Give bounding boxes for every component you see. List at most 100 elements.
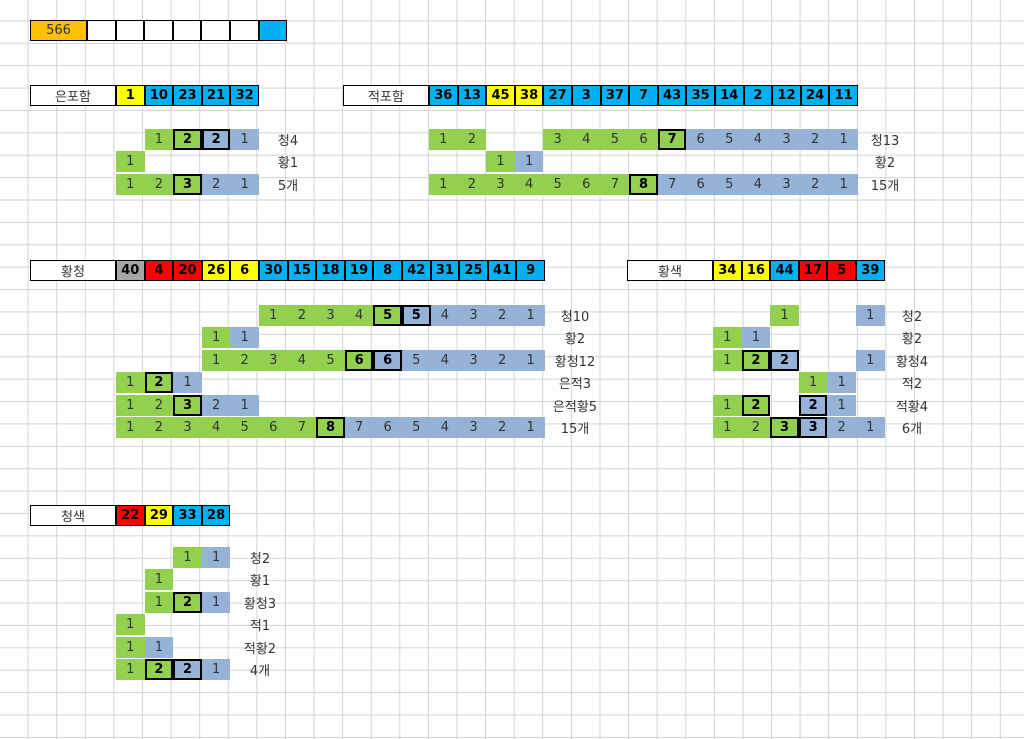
hwangcheong-count-cell[interactable]: 1 [201,327,231,349]
eunpoham-number[interactable]: 21 [201,85,231,106]
hwangsaek-count-cell[interactable]: 1 [713,349,742,371]
hwangsaek-row-label[interactable]: 황2 [901,332,923,348]
jeokpoham-number[interactable]: 35 [686,85,715,106]
jeokpoham-count-cell[interactable]: 1 [429,173,458,195]
hwangcheong-count-cell[interactable]: 5 [402,305,431,326]
hwangsaek-count-cell[interactable]: 2 [798,394,828,416]
jeokpoham-count-cell[interactable]: 2 [457,129,487,150]
eunpoham-title[interactable]: 은포함 [30,85,116,106]
cheongsaek-row-label[interactable]: 적1 [249,619,271,635]
hwangsaek-count-cell[interactable]: 1 [713,327,742,349]
cheongsaek-count-cell[interactable]: 1 [144,636,174,658]
jeokpoham-count-cell[interactable]: 7 [657,173,687,195]
jeokpoham-count-cell[interactable]: 6 [686,129,715,150]
cheongsaek-row-label[interactable]: 황1 [249,574,271,590]
jeokpoham-number[interactable]: 27 [543,85,572,106]
cheongsaek-count-cell[interactable]: 1 [116,636,145,658]
cheongsaek-count-cell[interactable]: 1 [144,591,174,613]
jeokpoham-count-cell[interactable]: 1 [486,151,515,173]
jeokpoham-count-cell[interactable]: 1 [429,129,458,150]
hwangsaek-row-label[interactable]: 황청4 [895,354,929,370]
jeokpoham-count-cell[interactable]: 3 [772,173,801,195]
hwangcheong-count-cell[interactable]: 5 [402,417,431,438]
jeokpoham-number[interactable]: 38 [514,85,544,106]
hwangcheong-count-cell[interactable]: 6 [344,349,374,371]
hwangsaek-count-cell[interactable]: 1 [856,349,885,371]
hwangcheong-count-cell[interactable]: 5 [373,305,402,326]
hwangcheong-count-cell[interactable]: 4 [201,417,231,438]
hwangsaek-count-cell[interactable]: 1 [827,394,856,416]
jeokpoham-count-cell[interactable]: 6 [629,129,658,150]
hwangcheong-count-cell[interactable]: 5 [230,417,259,438]
jeokpoham-number[interactable]: 14 [715,85,744,106]
hwangcheong-row-label[interactable]: 청10 [560,310,590,325]
hwangcheong-count-cell[interactable]: 1 [116,394,145,416]
hwangcheong-count-cell[interactable]: 3 [259,349,288,371]
jeokpoham-count-cell[interactable]: 5 [600,129,630,150]
jeokpoham-number[interactable]: 37 [600,85,630,106]
hwangcheong-number[interactable]: 6 [230,260,259,281]
jeokpoham-count-cell[interactable]: 5 [543,173,572,195]
jeokpoham-count-cell[interactable]: 4 [514,173,544,195]
hwangcheong-count-cell[interactable]: 2 [487,305,517,326]
hwangcheong-count-cell[interactable]: 2 [230,349,259,371]
hwangsaek-row-label[interactable]: 6개 [901,422,923,437]
jeokpoham-count-cell[interactable]: 6 [686,173,715,195]
hwangcheong-count-cell[interactable]: 4 [430,417,460,438]
jeokpoham-row-label[interactable]: 15개 [870,178,900,194]
hwangsaek-count-cell[interactable]: 1 [856,305,885,326]
hwangcheong-number[interactable]: 26 [201,260,231,281]
hwangcheong-count-cell[interactable]: 1 [259,305,288,326]
jeokpoham-count-cell[interactable]: 4 [743,129,773,150]
cheongsaek-number[interactable]: 33 [173,505,202,526]
jeokpoham-count-cell[interactable]: 3 [543,129,572,150]
top-cell[interactable] [258,20,288,41]
eunpoham-row-label[interactable]: 청4 [277,134,299,149]
hwangsaek-title[interactable]: 황색 [627,260,713,281]
jeokpoham-count-cell[interactable]: 7 [657,129,687,150]
hwangsaek-count-cell[interactable]: 2 [770,349,799,371]
hwangcheong-count-cell[interactable]: 3 [316,305,345,326]
jeokpoham-title[interactable]: 적포함 [343,85,429,106]
eunpoham-number[interactable]: 23 [173,85,202,106]
jeokpoham-count-cell[interactable]: 3 [772,129,801,150]
hwangcheong-number[interactable]: 15 [287,260,317,281]
hwangcheong-number[interactable]: 9 [516,260,545,281]
jeokpoham-number[interactable]: 12 [772,85,801,106]
hwangcheong-count-cell[interactable]: 5 [402,349,431,371]
jeokpoham-count-cell[interactable]: 5 [715,173,744,195]
eunpoham-count-cell[interactable]: 2 [173,129,202,150]
jeokpoham-number[interactable]: 3 [572,85,601,106]
top-cell[interactable] [201,20,230,41]
eunpoham-count-cell[interactable]: 1 [230,173,259,195]
cheongsaek-count-cell[interactable]: 1 [116,659,145,680]
hwangcheong-count-cell[interactable]: 3 [173,417,202,438]
cheongsaek-number[interactable]: 29 [144,505,174,526]
hwangsaek-number[interactable]: 44 [770,260,799,281]
hwangcheong-count-cell[interactable]: 2 [144,372,174,394]
hwangsaek-number[interactable]: 17 [798,260,828,281]
jeokpoham-row-label[interactable]: 청13 [870,134,900,149]
jeokpoham-count-cell[interactable]: 1 [829,173,858,195]
cheongsaek-count-cell[interactable]: 1 [201,659,231,680]
hwangcheong-count-cell[interactable]: 1 [516,417,545,438]
cheongsaek-row-label[interactable]: 적황2 [243,641,277,657]
hwangcheong-count-cell[interactable]: 4 [430,349,460,371]
hwangsaek-count-cell[interactable]: 1 [713,417,742,438]
hwangcheong-number[interactable]: 18 [316,260,345,281]
hwangcheong-number[interactable]: 25 [459,260,488,281]
jeokpoham-number[interactable]: 36 [429,85,458,106]
cheongsaek-count-cell[interactable]: 2 [173,659,202,680]
jeokpoham-count-cell[interactable]: 3 [486,173,515,195]
hwangcheong-row-label[interactable]: 은적황5 [552,399,598,415]
hwangcheong-count-cell[interactable]: 1 [230,327,259,349]
hwangsaek-count-cell[interactable]: 2 [741,349,771,371]
hwangsaek-count-cell[interactable]: 3 [798,417,828,438]
eunpoham-number[interactable]: 10 [144,85,174,106]
top-cell[interactable] [87,20,116,41]
hwangsaek-number[interactable]: 39 [856,260,885,281]
eunpoham-count-cell[interactable]: 3 [173,173,202,195]
hwangcheong-count-cell[interactable]: 2 [144,394,174,416]
hwangcheong-count-cell[interactable]: 4 [344,305,374,326]
